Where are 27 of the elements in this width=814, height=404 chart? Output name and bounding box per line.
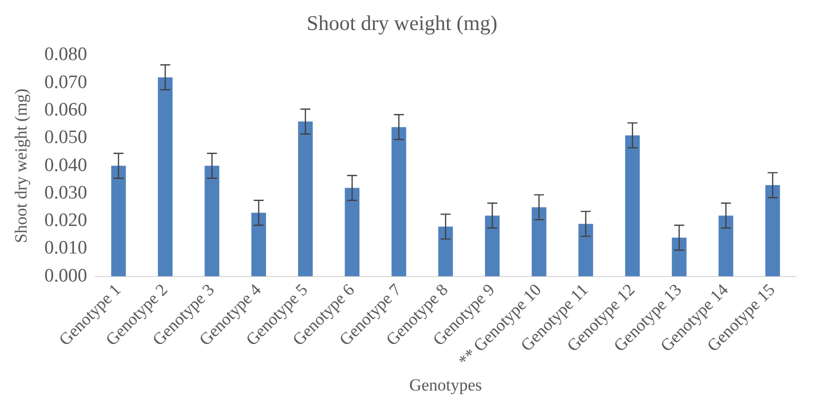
bar [718,216,734,276]
bar [251,212,266,276]
y-tick-label: 0.070 [44,72,88,93]
chart-title: Shoot dry weight (mg) [306,11,498,36]
bar [111,166,126,276]
y-axis-title: Shoot dry weight (mg) [12,88,31,243]
bar [298,122,313,276]
y-tick-label: 0.010 [44,238,88,259]
bar [532,207,546,276]
bar [484,216,500,276]
bar [625,135,640,276]
bar [672,238,687,276]
bar [392,127,406,276]
bar [765,185,780,276]
y-tick-label: 0.000 [44,265,88,286]
y-tick-label: 0.080 [44,44,88,66]
x-axis-title: Genotypes [409,375,482,394]
bar [344,188,360,276]
bar [438,226,453,276]
y-tick-label: 0.060 [44,99,88,120]
bar [578,224,594,276]
y-tick-label: 0.050 [44,127,88,148]
bar [204,166,220,276]
y-tick-label: 0.020 [44,210,88,232]
bar [158,77,173,276]
y-tick-label: 0.040 [44,154,88,176]
y-tick-label: 0.030 [44,182,88,204]
